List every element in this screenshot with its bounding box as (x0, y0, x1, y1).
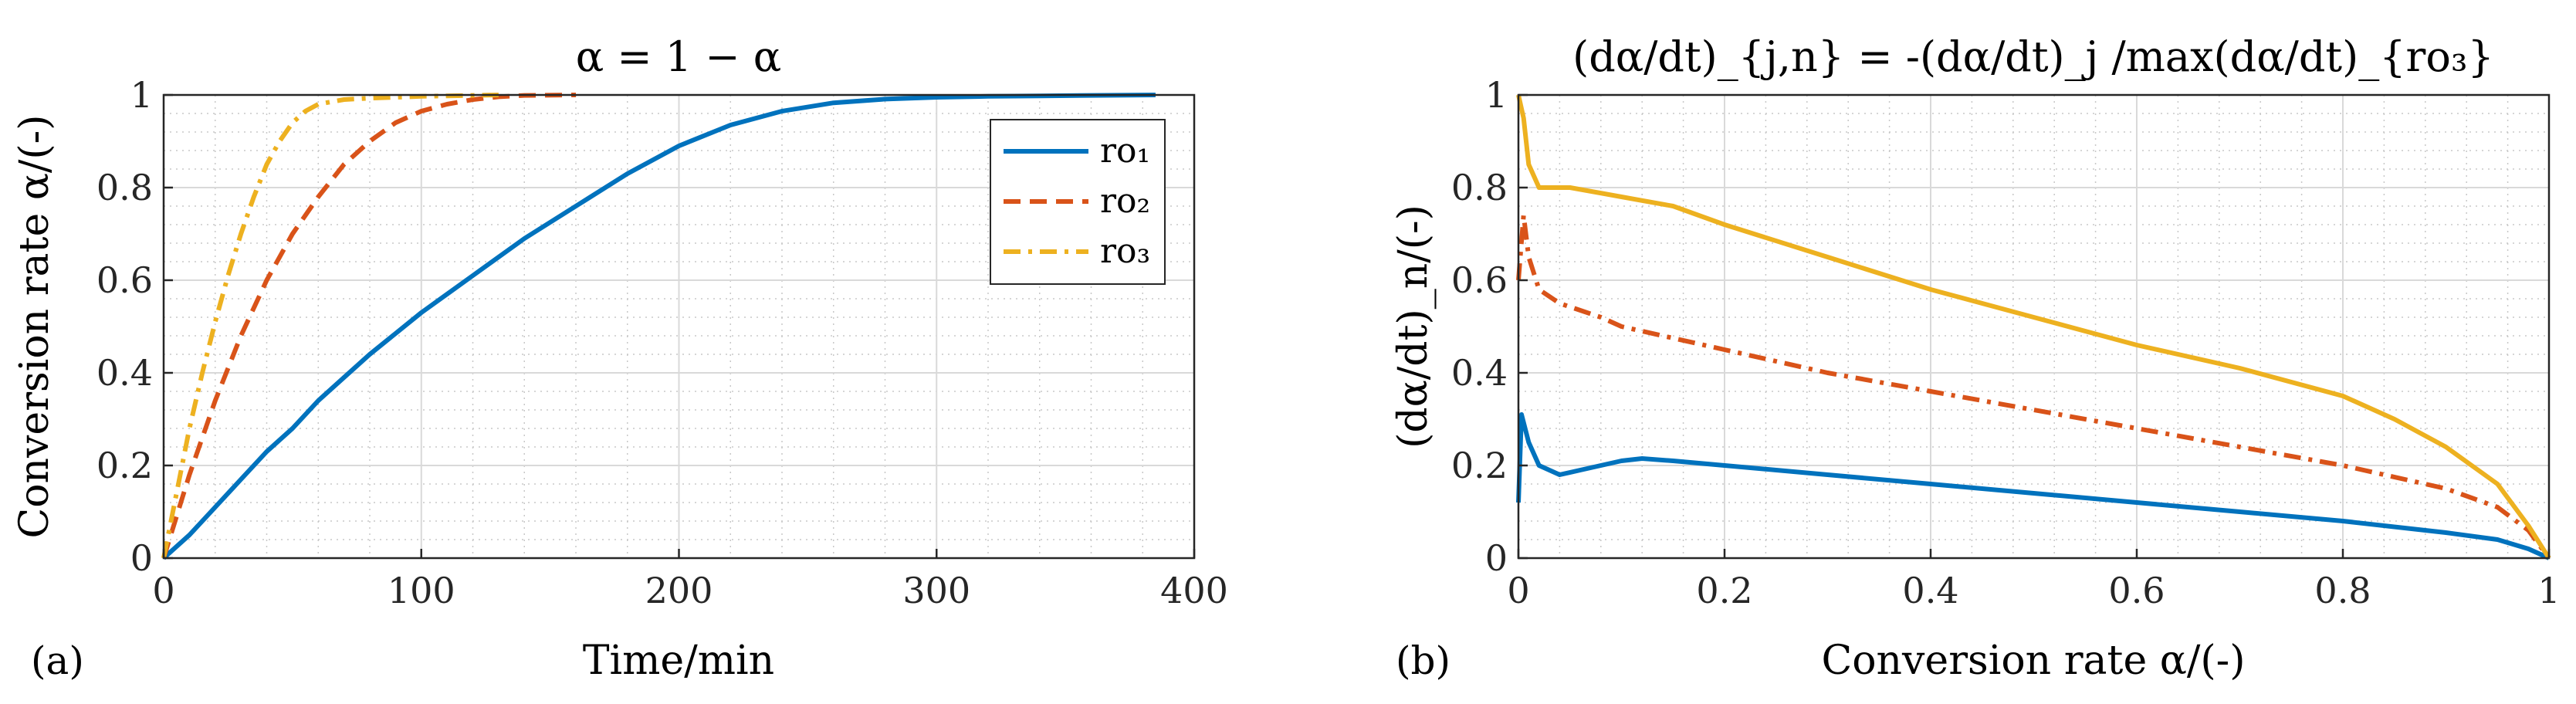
x-tick-label: 0.2 (1696, 570, 1752, 611)
panel-b-normalized-rate: 0 0.2 0.4 0.6 0.8 1 0 0.2 0.4 0.6 0.8 1 (dα/dt)_{j,… (1390, 32, 2561, 684)
y-tick-label: 1 (130, 74, 153, 116)
panel-a-legend: ro₁ ro₂ ro₃ (990, 119, 1166, 285)
y-tick-label: 1 (1485, 74, 1508, 116)
y-tick-label: 0.8 (1451, 167, 1508, 208)
series-line-1 (161, 93, 1156, 560)
x-tick-label: 0 (152, 570, 174, 611)
y-tick-label: 0.2 (1451, 445, 1508, 486)
panel-a-series-lines (161, 93, 1156, 560)
panel-a-title: α = 1 − α (576, 32, 781, 81)
y-tick-label: 0 (1485, 537, 1508, 579)
x-tick-label: 400 (1160, 570, 1228, 611)
y-tick-label: 0.8 (96, 167, 153, 208)
y-tick-label: 0.4 (96, 352, 153, 394)
panel-b-axes-box (1517, 93, 2551, 560)
x-tick-label: 300 (902, 570, 970, 611)
panel-b-ylabel: (dα/dt)_n/(-) (1390, 205, 1437, 448)
series-line-3 (1516, 94, 2551, 560)
x-tick-label: 0 (1507, 570, 1529, 611)
panel-b-plot-area (1518, 95, 2549, 558)
panel-a-conversion-vs-time: 0 100 200 300 400 0 0.2 0.4 0.6 0.8 1 α = 1 − α Ti… (12, 32, 1228, 684)
y-tick-label: 0.4 (1451, 352, 1508, 394)
panel-b-series-lines (1516, 94, 2551, 560)
y-tick-label: 0.6 (96, 259, 153, 301)
x-tick-label: 1 (2537, 570, 2560, 611)
panel-b-tick-labels: 0 0.2 0.4 0.6 0.8 1 0 0.2 0.4 0.6 0.8 1 (1451, 74, 2561, 611)
legend-label-1: ro₁ (1100, 131, 1150, 171)
panel-b-grid (1518, 94, 2550, 559)
series-line-1 (1516, 412, 2551, 560)
panel-a-ylabel: Conversion rate α/(-) (12, 114, 58, 538)
x-tick-label: 0.4 (1902, 570, 1958, 611)
x-tick-label: 100 (388, 570, 455, 611)
legend-label-3: ro₃ (1100, 232, 1150, 271)
series-line-2 (161, 93, 577, 559)
y-tick-label: 0.6 (1451, 259, 1508, 301)
y-tick-label: 0 (130, 537, 153, 579)
x-tick-label: 200 (645, 570, 713, 611)
series-line-2 (1516, 213, 2551, 560)
panel-a-tick-labels: 0 100 200 300 400 0 0.2 0.4 0.6 0.8 1 (96, 74, 1228, 611)
panel-b-title: (dα/dt)_{j,n} = -(dα/dt)_j /max(dα/dt)_{… (1572, 32, 2494, 81)
panel-b-tag: (b) (1396, 638, 1450, 683)
x-tick-label: 0.8 (2314, 570, 2371, 611)
panel-b-xlabel: Conversion rate α/(-) (1821, 638, 2245, 684)
panel-a-xlabel: Time/min (583, 638, 774, 684)
x-tick-label: 0.6 (2108, 570, 2165, 611)
y-tick-label: 0.2 (96, 445, 153, 486)
series-line-3 (161, 93, 499, 559)
legend-label-2: ro₂ (1100, 181, 1150, 221)
panel-a-tag: (a) (31, 638, 84, 683)
